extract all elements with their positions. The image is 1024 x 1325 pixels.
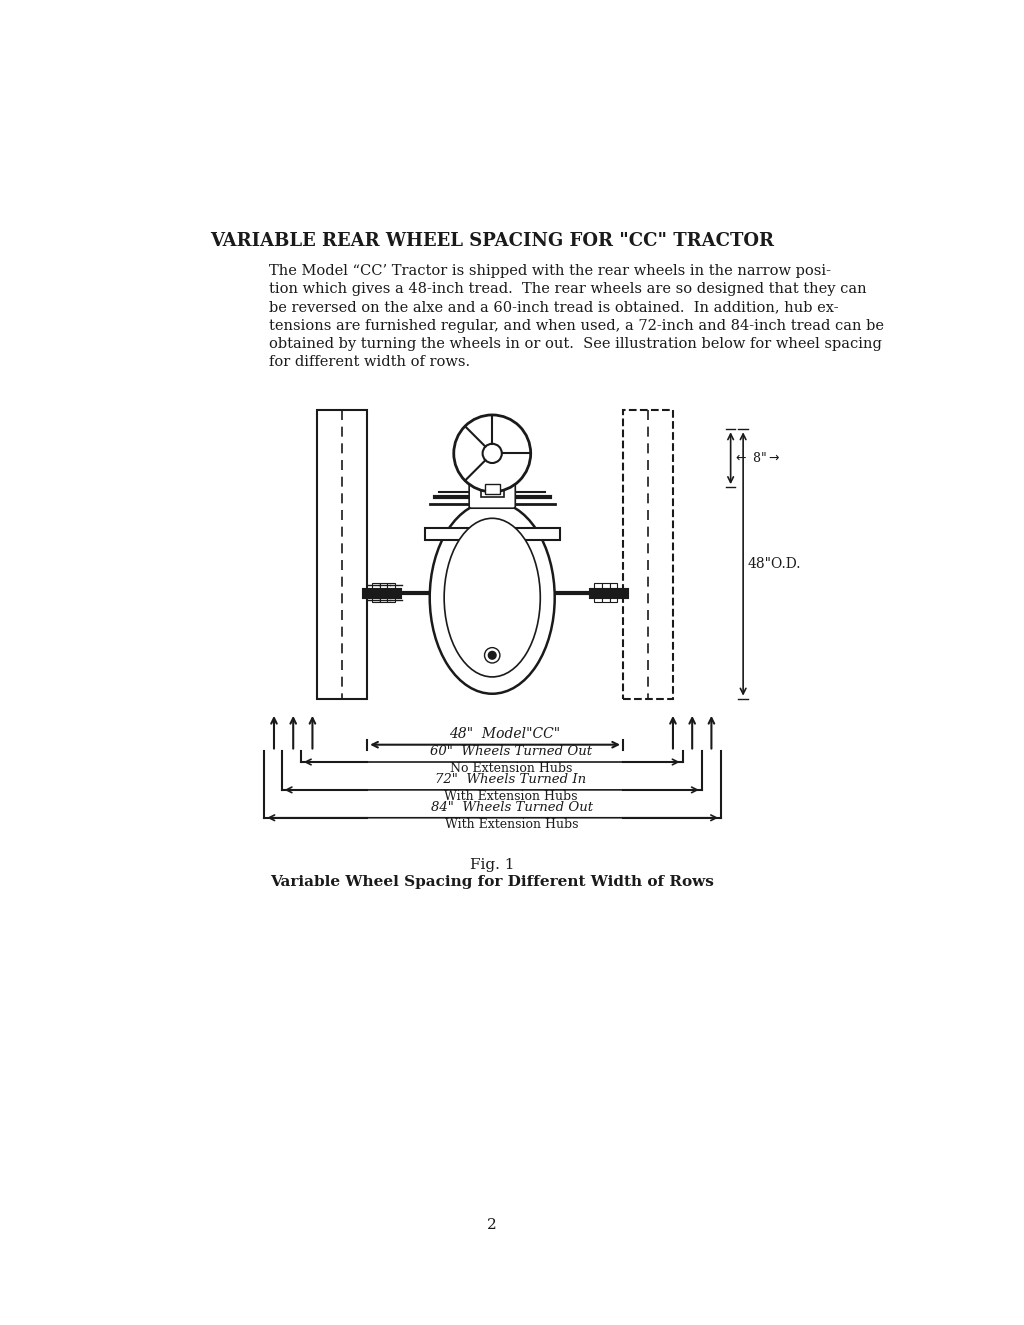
Ellipse shape: [430, 501, 555, 694]
Circle shape: [454, 415, 530, 492]
Circle shape: [484, 648, 500, 662]
Text: obtained by turning the wheels in or out.  See illustration below for wheel spac: obtained by turning the wheels in or out…: [269, 337, 882, 351]
Bar: [594, 583, 602, 603]
Text: be reversed on the alxe and a 60-inch tread is obtained.  In addition, hub ex-: be reversed on the alxe and a 60-inch tr…: [269, 301, 839, 314]
Text: Fig. 1: Fig. 1: [470, 859, 514, 872]
Bar: [609, 583, 617, 603]
Bar: [484, 484, 500, 494]
Bar: [387, 583, 395, 603]
Text: With Extension Hubs: With Extension Hubs: [444, 790, 578, 803]
Text: The Model “CC’ Tractor is shipped with the rear wheels in the narrow posi-: The Model “CC’ Tractor is shipped with t…: [269, 264, 831, 278]
Text: tensions are furnished regular, and when used, a 72-inch and 84-inch tread can b: tensions are furnished regular, and when…: [269, 319, 884, 333]
Bar: [380, 583, 387, 603]
Bar: [425, 529, 559, 539]
Text: 48"O.D.: 48"O.D.: [748, 556, 802, 571]
Text: VARIABLE REAR WHEEL SPACING FOR "CC" TRACTOR: VARIABLE REAR WHEEL SPACING FOR "CC" TRA…: [210, 232, 774, 250]
Text: 60"  Wheels Turned Out: 60" Wheels Turned Out: [430, 745, 592, 758]
Bar: [317, 411, 368, 698]
Text: 84"  Wheels Turned Out: 84" Wheels Turned Out: [431, 800, 593, 814]
Text: With Extension Hubs: With Extension Hubs: [445, 819, 579, 831]
Text: $\leftarrow$ 8"$\rightarrow$: $\leftarrow$ 8"$\rightarrow$: [732, 452, 780, 465]
Circle shape: [482, 444, 502, 462]
Text: No Extension Hubs: No Extension Hubs: [450, 762, 572, 775]
Bar: [602, 583, 609, 603]
FancyBboxPatch shape: [469, 476, 515, 509]
Bar: [623, 411, 673, 698]
Text: for different width of rows.: for different width of rows.: [269, 355, 470, 370]
Circle shape: [488, 652, 496, 659]
Text: Variable Wheel Spacing for Different Width of Rows: Variable Wheel Spacing for Different Wid…: [270, 876, 714, 889]
Bar: [480, 453, 504, 497]
Ellipse shape: [444, 518, 541, 677]
Text: 48"  Model"CC": 48" Model"CC": [450, 727, 560, 741]
Text: 2: 2: [487, 1218, 497, 1232]
Bar: [372, 583, 380, 603]
Text: tion which gives a 48-inch tread.  The rear wheels are so designed that they can: tion which gives a 48-inch tread. The re…: [269, 282, 866, 297]
Text: 72"  Wheels Turned In: 72" Wheels Turned In: [435, 772, 587, 786]
